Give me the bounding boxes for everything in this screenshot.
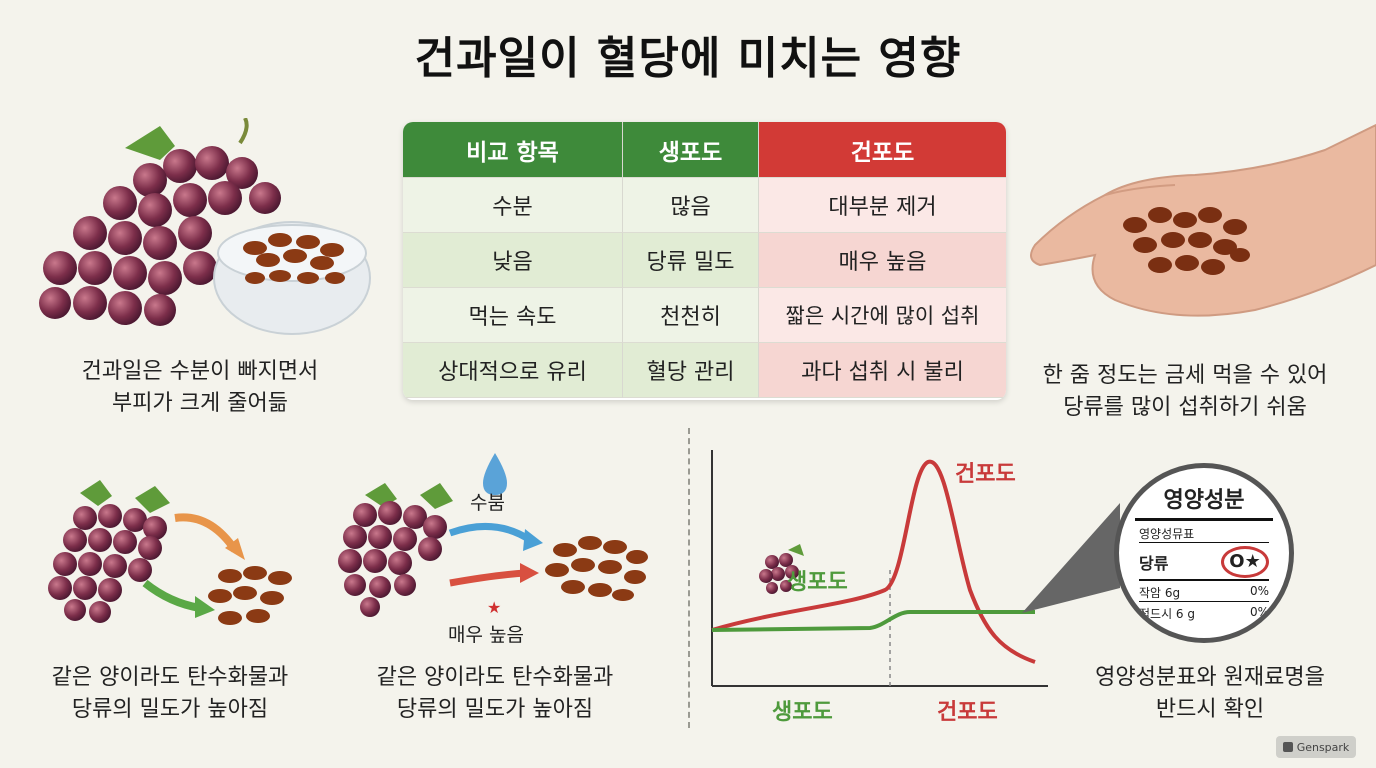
brand-badge: Genspark [1276, 736, 1356, 758]
section-divider [688, 428, 690, 728]
series-label-raisin: 건포도 [955, 462, 1016, 487]
caption-bottom-right: 영양성분표와 원재료명을 반드시 확인 [1095, 665, 1325, 722]
page-title: 건과일이 혈당에 미치는 영향 [414, 33, 962, 84]
nutrition-subtitle: 영양성뮤표 [1139, 525, 1269, 543]
small-grape-icon [759, 553, 799, 594]
table-row: 먹는 속도 천천히 짧은 시간에 많이 섭취 [403, 288, 1006, 343]
brand-icon [1282, 742, 1293, 752]
header-item: 비교 항목 [403, 122, 623, 178]
caption-bottom-left: 같은 양이라도 탄수화물과 당류의 밀도가 높아짐 [51, 665, 289, 722]
caption-top-left: 건과일은 수분이 빠지면서 부피가 크게 줄어듦 [81, 359, 319, 416]
table-row: 상대적으로 유리 혈당 관리 과다 섭취 시 불리 [403, 343, 1006, 398]
series-line-raisin [711, 459, 1036, 664]
nutrition-title: 영양성분 [1135, 482, 1273, 521]
water-drop-icon [483, 453, 507, 495]
nutrition-label-magnifier: 영양성분 영양성뮤표 당류 O★ 작암 6g 0% 적드시 6 g 0% [1114, 463, 1294, 643]
table-row: 수분 많음 대부분 제거 [403, 178, 1006, 233]
svg-text:★: ★ [487, 598, 501, 617]
grapes-to-raisins-illustration [48, 480, 292, 625]
series-line-fresh-grape [711, 610, 1035, 632]
highlight-circle-icon: O★ [1221, 546, 1269, 578]
caption-bottom-middle: 같은 양이라도 탄수화물과 당류의 밀도가 높아짐 [376, 665, 614, 722]
x-label-fresh-grape: 생포도 [772, 700, 833, 725]
series-label-fresh-grape: 생포도 [787, 570, 848, 595]
comparison-table: 비교 항목 생포도 건포도 수분 많음 대부분 제거 낮음 당류 밀도 매우 높… [403, 122, 1006, 400]
grapes-raisin-bowl-illustration [39, 118, 371, 335]
hand-with-raisins-illustration [1030, 123, 1376, 317]
caption-top-right: 한 줌 정도는 금세 먹을 수 있어 당류를 많이 섭취하기 쉬움 [1042, 363, 1328, 420]
header-raisin: 건포도 [759, 122, 1006, 178]
blood-sugar-chart [711, 450, 1048, 687]
x-label-raisin: 건포도 [937, 700, 998, 725]
nutrition-sugar-label: 당류 [1139, 554, 1169, 573]
water-label: 수붐 [470, 492, 505, 514]
sugar-label: 매우 높음 [448, 624, 524, 646]
drying-process-illustration: ★ [338, 453, 648, 617]
magnifier-pointer [1022, 503, 1120, 613]
table-row: 낮음 당류 밀도 매우 높음 [403, 233, 1006, 288]
table-header-row: 비교 항목 생포도 건포도 [403, 122, 1006, 178]
header-fresh-grape: 생포도 [623, 122, 759, 178]
